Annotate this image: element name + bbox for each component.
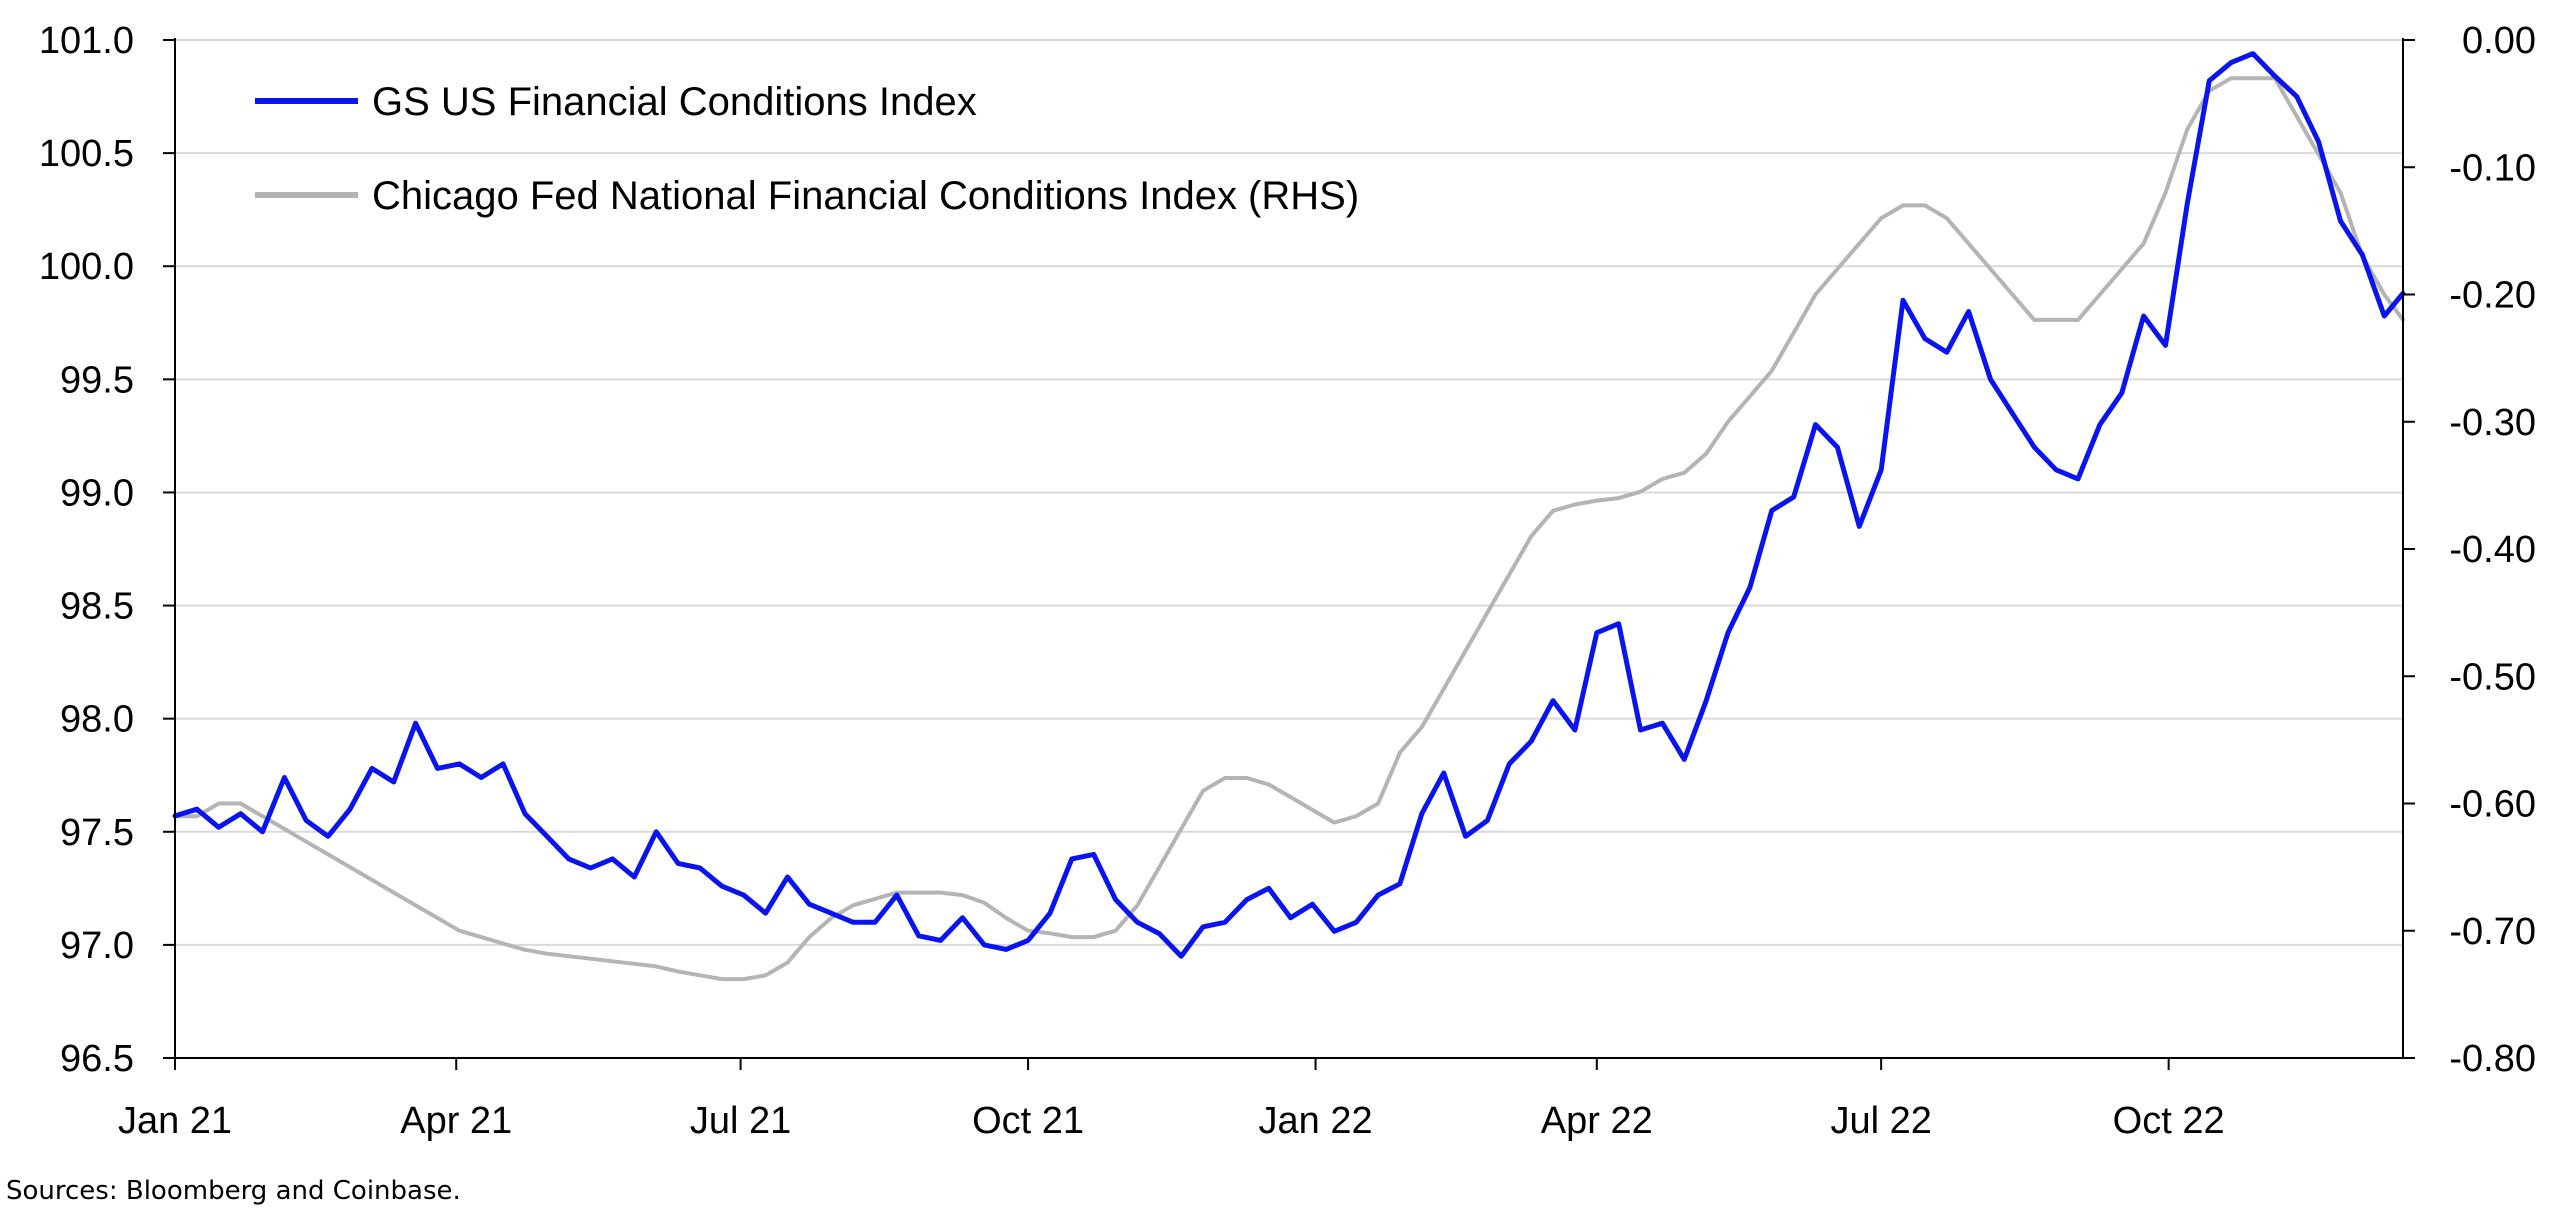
right-tick-label: 0.00 — [2462, 20, 2536, 62]
series-line-chicago-nfci — [173, 76, 2405, 982]
left-tick-label: 97.5 — [60, 812, 134, 854]
x-tick-label: Apr 22 — [1541, 1100, 1653, 1142]
right-tick-label: -0.40 — [2449, 529, 2536, 571]
x-tick-label: Jan 21 — [118, 1100, 232, 1142]
right-tick-label: -0.70 — [2449, 911, 2536, 953]
series-layer — [172, 51, 2406, 982]
legend-label-gs: GS US Financial Conditions Index — [372, 80, 977, 124]
left-tick-label: 98.5 — [60, 586, 134, 628]
source-note: Sources: Bloomberg and Coinbase. — [6, 1176, 461, 1206]
x-tick-label: Jan 22 — [1259, 1100, 1373, 1142]
legend-label-chicago: Chicago Fed National Financial Condition… — [372, 174, 1359, 218]
series-line-gs-fci — [172, 51, 2406, 959]
right-tick-label: -0.20 — [2449, 275, 2536, 317]
right-tick-label: -0.60 — [2449, 784, 2536, 826]
left-tick-label: 100.0 — [39, 246, 134, 288]
x-axis-ticks: Jan 21 Apr 21 Jul 21 Oct 21 Jan 22 Apr 22 Jul … — [118, 1058, 2225, 1142]
right-tick-label: -0.10 — [2449, 147, 2536, 189]
left-axis-ticks: 96.5 97.0 97.5 98.0 98.5 99.0 99.5 100.0 100.5 10… — [39, 20, 175, 1080]
right-tick-label: -0.30 — [2449, 402, 2536, 444]
left-tick-label: 100.5 — [39, 133, 134, 175]
x-tick-label: Jul 22 — [1830, 1100, 1931, 1142]
right-tick-label: -0.50 — [2449, 656, 2536, 698]
left-tick-label: 99.0 — [60, 472, 134, 514]
x-tick-label: Oct 21 — [972, 1100, 1084, 1142]
right-axis-ticks: -0.80 -0.70 -0.60 -0.50 -0.40 -0.30 -0.20 -0.10… — [2403, 20, 2536, 1080]
left-tick-label: 97.0 — [60, 925, 134, 967]
x-tick-label: Jul 21 — [690, 1100, 791, 1142]
x-tick-label: Apr 21 — [400, 1100, 512, 1142]
left-tick-label: 98.0 — [60, 699, 134, 741]
x-tick-label: Oct 22 — [2113, 1100, 2225, 1142]
left-tick-label: 99.5 — [60, 359, 134, 401]
gridlines — [175, 39, 2403, 946]
legend: GS US Financial Conditions Index Chicago… — [255, 80, 1359, 218]
right-tick-label: -0.80 — [2449, 1038, 2536, 1080]
left-tick-label: 101.0 — [39, 20, 134, 62]
left-tick-label: 96.5 — [60, 1038, 134, 1080]
